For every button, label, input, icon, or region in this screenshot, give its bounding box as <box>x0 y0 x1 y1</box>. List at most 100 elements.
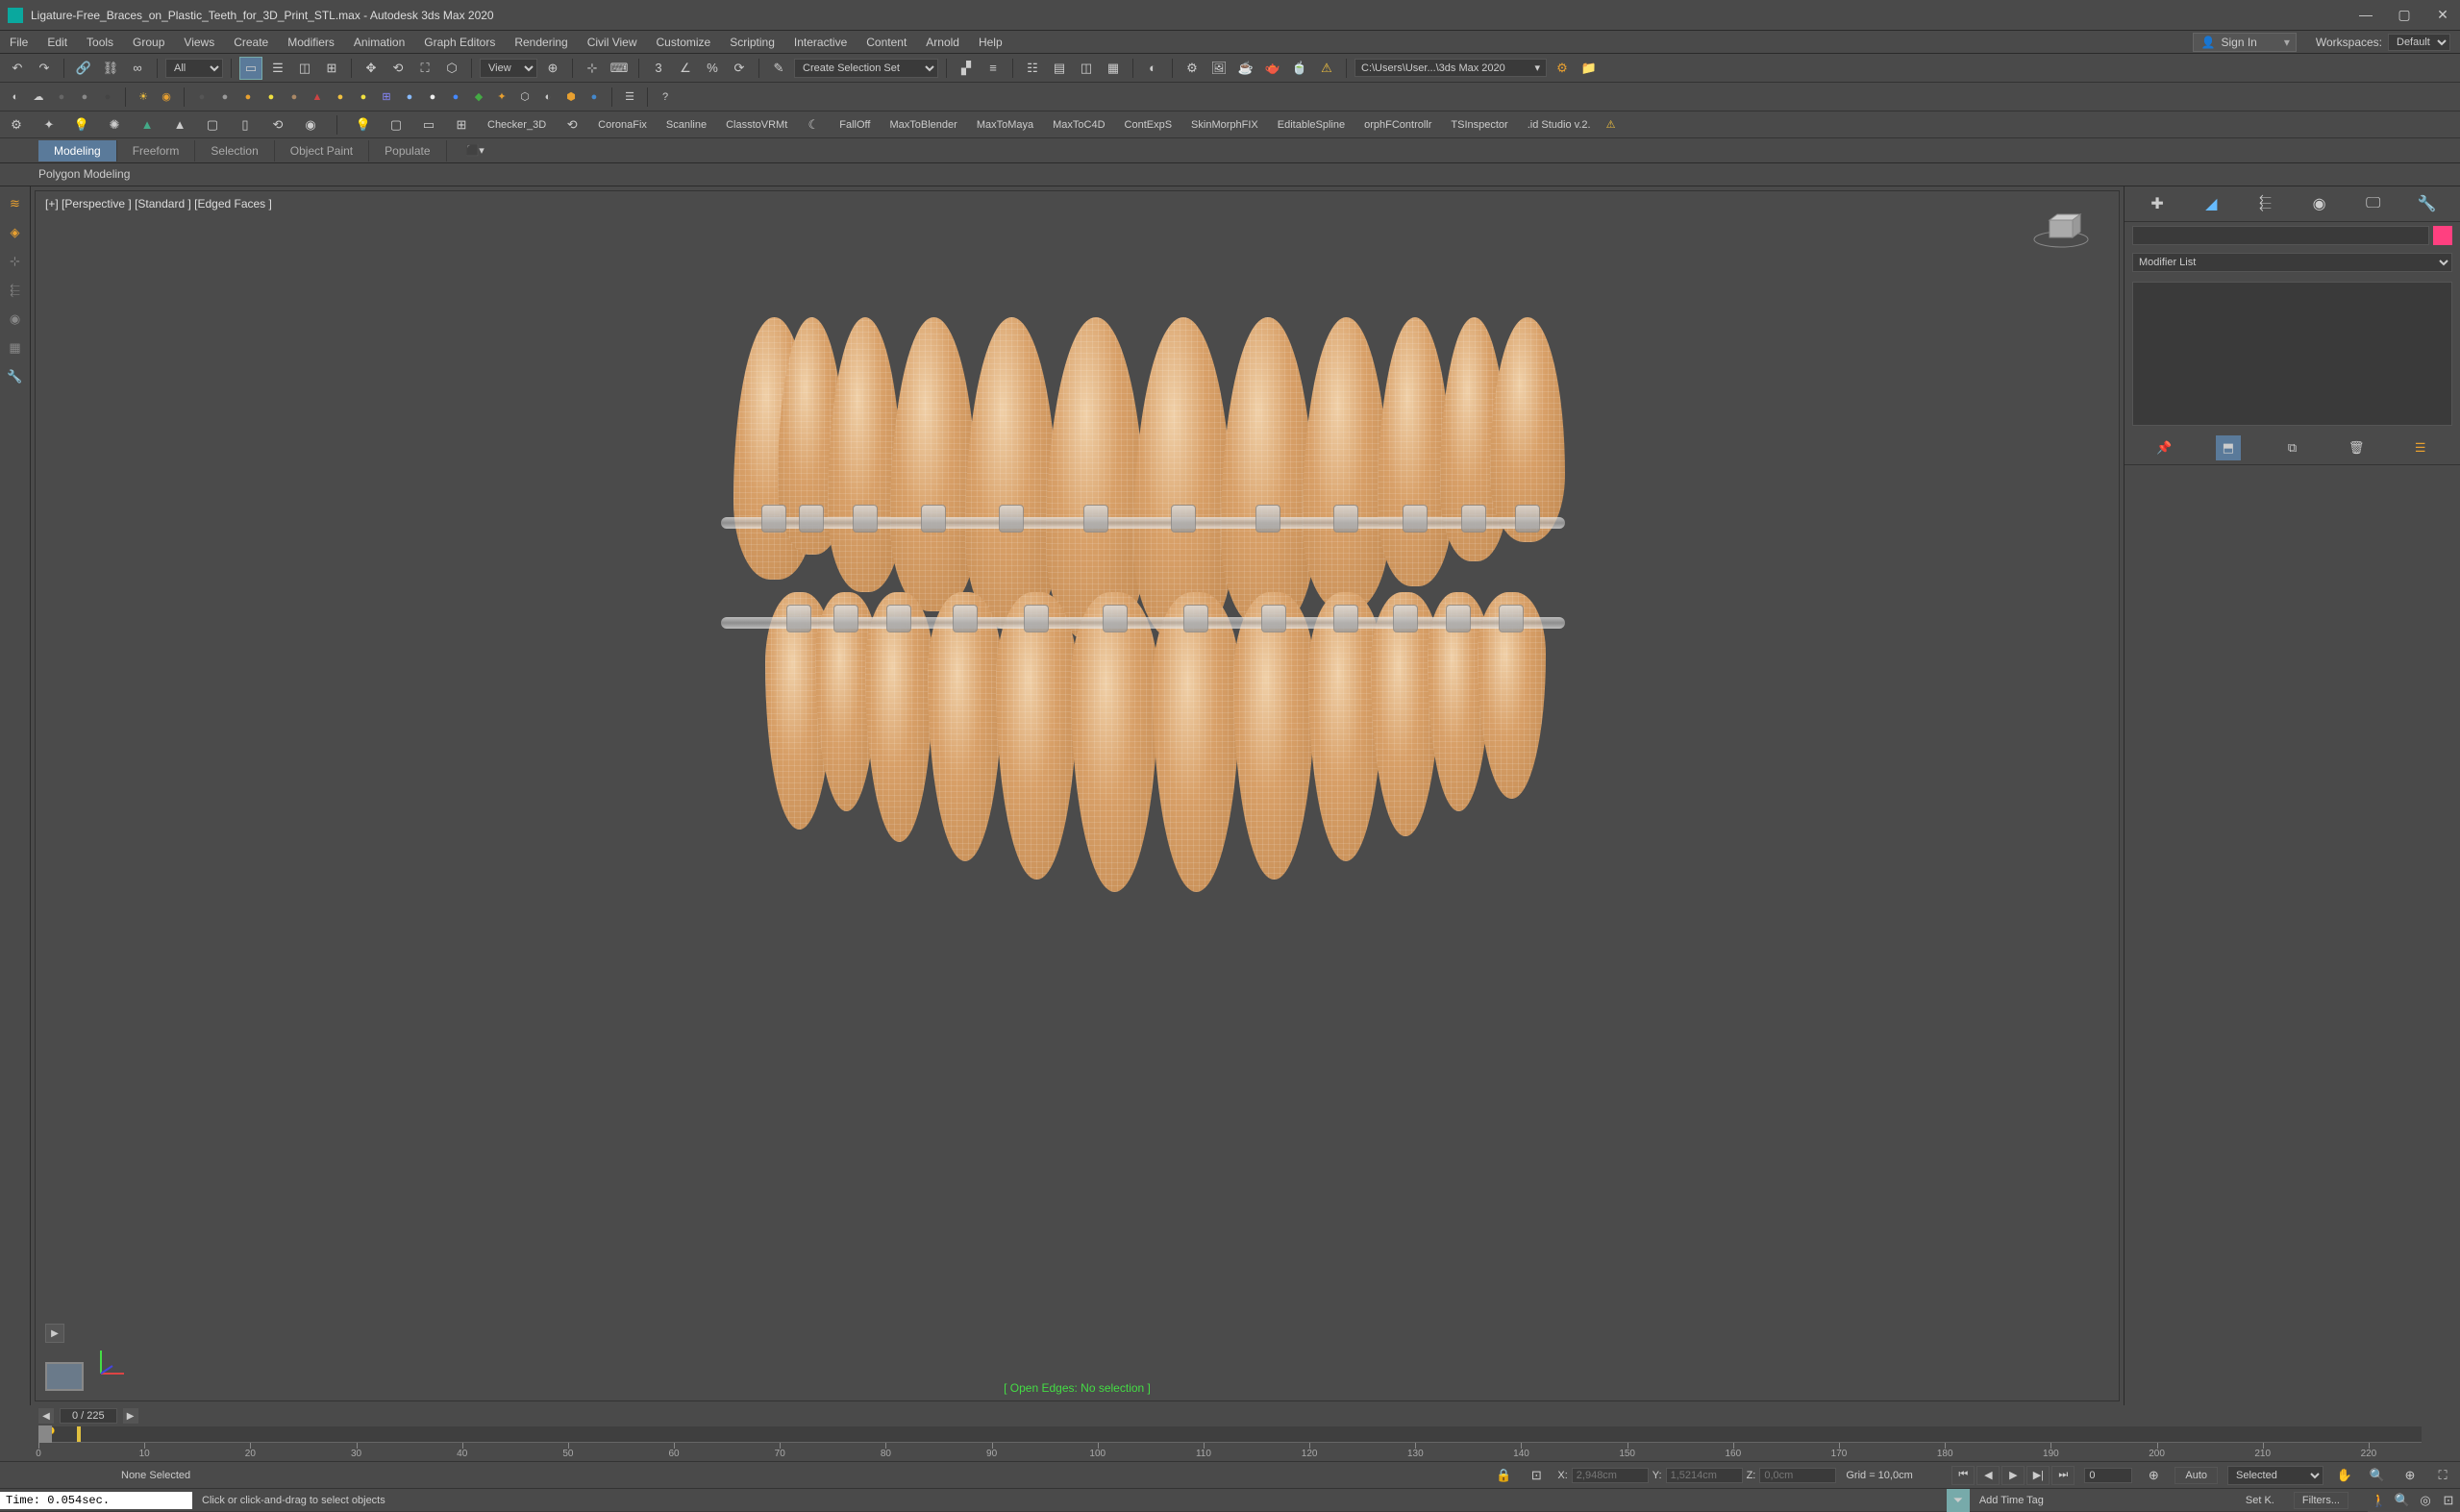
script-icon-1[interactable]: ⚙ <box>6 114 27 136</box>
cloud-icon[interactable]: ☁ <box>29 87 48 107</box>
display-tab-icon[interactable]: 🖵 <box>2359 192 2388 215</box>
menu-customize[interactable]: Customize <box>647 31 721 54</box>
script-icon-3[interactable]: 💡 <box>71 114 92 136</box>
mat12-icon[interactable]: ● <box>446 87 465 107</box>
nav-region-icon[interactable]: ⊡ <box>2437 1489 2460 1512</box>
nav-fov-icon[interactable]: ◎ <box>2414 1489 2437 1512</box>
percent-snap-icon[interactable]: % <box>701 57 724 80</box>
menu-graph-editors[interactable]: Graph Editors <box>414 31 505 54</box>
ribbon-tab-populate[interactable]: Populate <box>369 140 446 161</box>
menu-content[interactable]: Content <box>857 31 916 54</box>
add-time-tag[interactable]: Add Time Tag <box>1970 1495 2053 1506</box>
mat9-icon[interactable]: ⊞ <box>377 87 396 107</box>
key-filters-button[interactable]: Filters... <box>2294 1492 2348 1509</box>
workspaces-dropdown[interactable]: Default <box>2388 34 2450 51</box>
move-icon[interactable]: ✥ <box>360 57 383 80</box>
script-tsinspector[interactable]: TSInspector <box>1447 119 1511 131</box>
render-frame-icon[interactable]: 🖼 <box>1207 57 1230 80</box>
time-tag-icon[interactable]: ⏷ <box>1947 1489 1970 1512</box>
nav-zoom-icon[interactable]: 🔍 <box>2366 1464 2389 1487</box>
curve-editor-icon[interactable]: ◫ <box>1075 57 1098 80</box>
sphere1-icon[interactable]: ● <box>52 87 71 107</box>
script-icon-8[interactable]: ▯ <box>235 114 256 136</box>
menu-group[interactable]: Group <box>123 31 174 54</box>
isolate-icon[interactable]: ⊡ <box>1525 1464 1548 1487</box>
create-panel-icon[interactable]: ◈ <box>4 221 27 244</box>
sun1-icon[interactable]: ☀ <box>134 87 153 107</box>
sphere3-icon[interactable]: ● <box>98 87 117 107</box>
render-icon[interactable]: ☕ <box>1234 57 1257 80</box>
modifier-stack[interactable] <box>2132 282 2452 426</box>
redo-icon[interactable]: ↷ <box>33 57 56 80</box>
link-icon[interactable]: 🔗 <box>72 57 95 80</box>
script-icon-6[interactable]: ▲ <box>169 114 190 136</box>
remove-modifier-icon[interactable]: 🗑 <box>2344 435 2369 460</box>
close-button[interactable]: ✕ <box>2433 7 2452 23</box>
window-crossing-icon[interactable]: ⊞ <box>320 57 343 80</box>
mat15-icon[interactable]: ⬡ <box>515 87 534 107</box>
material-editor-icon[interactable]: ◐ <box>1141 57 1164 80</box>
script-maxtomaya[interactable]: MaxToMaya <box>973 119 1037 131</box>
folder-icon[interactable]: 📁 <box>1578 57 1601 80</box>
script-icon-5[interactable]: ▲ <box>137 114 158 136</box>
mat14-icon[interactable]: ✦ <box>492 87 511 107</box>
ribbon-tab-freeform[interactable]: Freeform <box>117 140 196 161</box>
mat7-icon[interactable]: ● <box>331 87 350 107</box>
nav-max-icon[interactable]: ⛶ <box>2431 1464 2454 1487</box>
menu-modifiers[interactable]: Modifiers <box>278 31 344 54</box>
menu-civil-view[interactable]: Civil View <box>578 31 647 54</box>
nav-orbit-icon[interactable]: ⊕ <box>2398 1464 2422 1487</box>
rotate-icon[interactable]: ⟲ <box>386 57 410 80</box>
ribbon-sub-panel[interactable]: Polygon Modeling <box>0 163 2460 186</box>
nav-zoom2-icon[interactable]: 🔍 <box>2391 1489 2414 1512</box>
script-icon-16[interactable]: ☾ <box>803 114 824 136</box>
angle-snap-icon[interactable]: ∠ <box>674 57 697 80</box>
align-icon[interactable]: ≡ <box>982 57 1005 80</box>
mat10-icon[interactable]: ● <box>400 87 419 107</box>
placement-icon[interactable]: ⬡ <box>440 57 463 80</box>
script-icon-14[interactable]: ⊞ <box>451 114 472 136</box>
script-icon-12[interactable]: ▢ <box>385 114 407 136</box>
object-name-input[interactable] <box>2132 226 2429 245</box>
script-scanline[interactable]: Scanline <box>662 119 710 131</box>
snap-toggle-icon[interactable]: 3 <box>647 57 670 80</box>
list-icon[interactable]: ☰ <box>620 87 639 107</box>
script-icon-4[interactable]: ✺ <box>104 114 125 136</box>
motion-icon[interactable]: ◉ <box>4 308 27 331</box>
sign-in-button[interactable]: 👤 Sign In <box>2193 33 2297 52</box>
modify-panel-icon[interactable]: ⊹ <box>4 250 27 273</box>
menu-scripting[interactable]: Scripting <box>720 31 784 54</box>
mat2-icon[interactable]: ● <box>215 87 235 107</box>
spinner-snap-icon[interactable]: ⟳ <box>728 57 751 80</box>
frame-spinner-input[interactable] <box>2084 1468 2132 1483</box>
frame-next-button[interactable]: ▶ <box>123 1408 138 1424</box>
script-skinmorph[interactable]: SkinMorphFIX <box>1187 119 1262 131</box>
mat1-icon[interactable]: ● <box>192 87 211 107</box>
ribbon-tab-object-paint[interactable]: Object Paint <box>275 140 369 161</box>
display-icon[interactable]: ▦ <box>4 336 27 359</box>
key-mode-icon[interactable]: ⊕ <box>2142 1464 2165 1487</box>
x-coord-input[interactable] <box>1572 1468 1649 1483</box>
render-setup-icon[interactable]: ⚙ <box>1180 57 1204 80</box>
project-path-box[interactable]: C:\Users\User...\3ds Max 2020 ▾ <box>1354 59 1547 77</box>
ribbon-expand-icon[interactable]: ⬛▾ <box>466 144 485 157</box>
motion-tab-icon[interactable]: ◉ <box>2305 192 2334 215</box>
menu-create[interactable]: Create <box>224 31 278 54</box>
select-rect-icon[interactable]: ◫ <box>293 57 316 80</box>
menu-arnold[interactable]: Arnold <box>916 31 969 54</box>
scale-icon[interactable]: ⛶ <box>413 57 436 80</box>
named-selection-icon[interactable]: ✎ <box>767 57 790 80</box>
script-icon-2[interactable]: ✦ <box>38 114 60 136</box>
layer-explorer-icon[interactable]: ☷ <box>1021 57 1044 80</box>
menu-help[interactable]: Help <box>969 31 1012 54</box>
script-maxtoblender[interactable]: MaxToBlender <box>885 119 960 131</box>
select-name-icon[interactable]: ☰ <box>266 57 289 80</box>
make-unique-icon[interactable]: ⧉ <box>2279 435 2304 460</box>
help-icon[interactable]: ? <box>656 87 675 107</box>
create-tab-icon[interactable]: ✚ <box>2143 192 2172 215</box>
configure-sets-icon[interactable]: ☰ <box>2408 435 2433 460</box>
script-contexps[interactable]: ContExpS <box>1121 119 1177 131</box>
viewport-play-icon[interactable]: ▶ <box>45 1324 64 1343</box>
script-falloff[interactable]: FallOff <box>835 119 874 131</box>
manipulate-icon[interactable]: ⊹ <box>581 57 604 80</box>
